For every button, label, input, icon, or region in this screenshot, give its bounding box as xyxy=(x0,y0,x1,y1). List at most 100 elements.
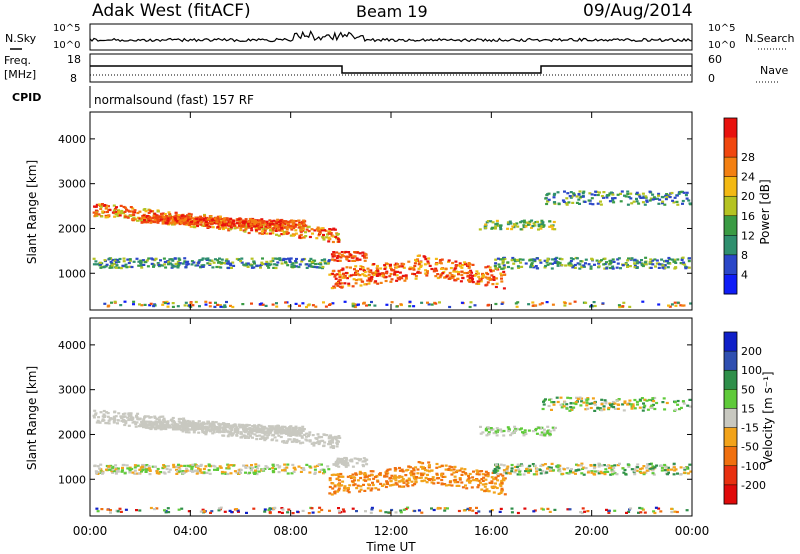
range-gate-cell xyxy=(196,465,200,468)
range-gate-cell xyxy=(613,464,617,467)
range-gate-cell xyxy=(484,266,488,269)
range-gate-cell xyxy=(333,273,337,276)
range-gate-cell xyxy=(484,276,488,279)
range-gate-cell xyxy=(286,264,290,267)
range-gate-cell xyxy=(268,226,271,229)
range-gate-cell xyxy=(331,487,335,490)
range-gate-cell xyxy=(628,265,632,268)
range-gate-cell xyxy=(481,479,485,482)
range-gate-cell xyxy=(253,221,257,224)
range-gate-cell xyxy=(367,478,371,481)
velocity-ylabel: Slant Range [km] xyxy=(25,366,39,470)
range-gate-cell xyxy=(213,468,216,471)
range-gate-cell xyxy=(302,236,306,239)
range-gate-cell xyxy=(325,434,329,437)
range-gate-cell xyxy=(332,251,336,254)
range-gate-cell xyxy=(592,467,596,470)
colorbar-swatch xyxy=(724,465,737,486)
range-gate-cell xyxy=(602,263,606,266)
range-gate-cell xyxy=(261,468,265,471)
range-gate-cell xyxy=(280,507,284,510)
range-gate-cell xyxy=(461,264,464,267)
range-gate-cell xyxy=(611,199,615,202)
range-gate-cell xyxy=(623,401,627,405)
range-gate-cell xyxy=(543,259,547,262)
range-gate-cell xyxy=(240,257,244,260)
range-gate-cell xyxy=(502,477,505,480)
range-gate-cell xyxy=(440,267,444,270)
range-gate-cell xyxy=(258,434,262,437)
range-gate-cell xyxy=(573,300,577,303)
range-gate-cell xyxy=(161,264,164,267)
range-gate-cell xyxy=(467,474,470,478)
range-gate-cell xyxy=(98,467,102,470)
range-gate-cell xyxy=(215,221,219,224)
range-gate-cell xyxy=(426,469,430,472)
range-gate-cell xyxy=(286,472,290,475)
range-gate-cell xyxy=(143,465,147,469)
range-gate-cell xyxy=(683,466,687,470)
range-gate-cell xyxy=(166,302,170,305)
range-gate-cell xyxy=(566,467,570,470)
range-gate-cell xyxy=(146,265,150,268)
range-gate-cell xyxy=(280,511,284,514)
range-gate-cell xyxy=(350,458,354,461)
range-gate-cell xyxy=(322,444,326,448)
range-gate-cell xyxy=(640,259,643,262)
range-gate-cell xyxy=(514,465,518,469)
colorbar-tick-label: 50 xyxy=(741,383,755,396)
range-gate-cell xyxy=(638,195,642,198)
range-gate-cell xyxy=(132,260,136,263)
range-gate-cell xyxy=(164,427,168,431)
range-gate-cell xyxy=(436,273,440,276)
range-gate-cell xyxy=(295,223,299,226)
range-gate-cell xyxy=(384,275,388,279)
range-gate-cell xyxy=(320,259,324,262)
range-gate-cell xyxy=(118,257,122,261)
range-gate-cell xyxy=(261,221,265,224)
range-gate-cell xyxy=(338,459,342,462)
range-gate-cell xyxy=(648,398,651,402)
range-gate-cell xyxy=(399,475,403,478)
range-gate-cell xyxy=(514,302,518,305)
range-gate-cell xyxy=(589,265,593,268)
range-gate-cell xyxy=(616,262,620,265)
range-gate-cell xyxy=(463,271,467,275)
range-gate-cell xyxy=(654,265,657,268)
range-gate-cell xyxy=(227,224,231,227)
freq-label-1: Freq. xyxy=(4,54,31,67)
range-gate-cell xyxy=(276,261,280,264)
range-gate-cell xyxy=(482,476,486,479)
range-gate-cell xyxy=(377,488,381,491)
range-gate-cell xyxy=(323,262,327,265)
range-gate-cell xyxy=(135,509,138,512)
range-gate-cell xyxy=(216,215,220,218)
range-gate-cell xyxy=(487,427,491,430)
range-gate-cell xyxy=(328,509,331,512)
range-gate-cell xyxy=(624,195,628,198)
range-gate-cell xyxy=(425,481,429,484)
range-gate-cell xyxy=(518,464,522,467)
range-gate-cell xyxy=(548,469,552,472)
range-gate-cell xyxy=(459,280,463,283)
range-gate-cell xyxy=(688,405,692,408)
range-gate-cell xyxy=(390,474,394,477)
range-gate-cell xyxy=(370,487,374,490)
range-gate-cell xyxy=(118,507,122,510)
range-gate-cell xyxy=(351,305,355,308)
range-gate-cell xyxy=(597,462,601,465)
range-gate-cell xyxy=(550,462,554,465)
range-gate-cell xyxy=(201,224,204,227)
range-gate-cell xyxy=(153,465,157,468)
range-gate-cell xyxy=(593,403,597,406)
range-gate-cell xyxy=(650,406,654,409)
range-gate-cell xyxy=(162,466,166,469)
range-gate-cell xyxy=(581,195,585,198)
range-gate-cell xyxy=(356,457,360,460)
range-gate-cell xyxy=(301,509,305,512)
range-gate-cell xyxy=(452,274,456,277)
range-gate-cell xyxy=(365,304,368,307)
range-gate-cell xyxy=(339,256,343,259)
range-gate-cell xyxy=(262,220,266,223)
range-gate-cell xyxy=(287,305,291,308)
